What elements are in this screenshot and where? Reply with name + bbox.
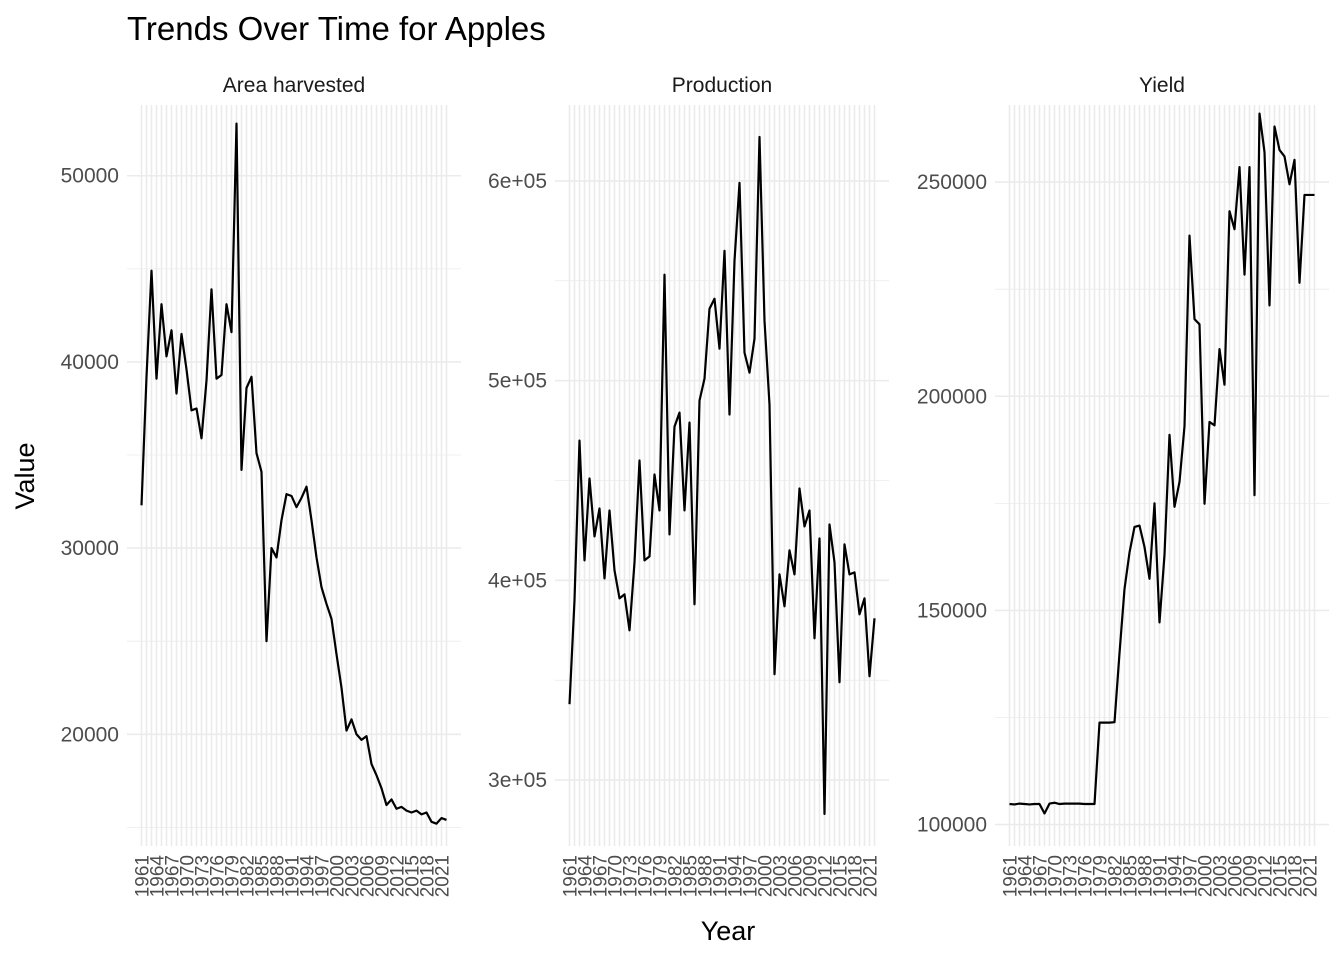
y-tick-label: 20000 — [61, 723, 119, 746]
x-tick-label: 1997 — [313, 855, 334, 897]
x-tick-label: 1976 — [1076, 855, 1097, 897]
facet-panel: 100000 150000 200000 250000 Yield 19611964196… — [917, 74, 1329, 897]
series-line — [140, 122, 447, 825]
x-tick-label: 1994 — [298, 855, 319, 898]
x-tick-label: 2000 — [756, 855, 777, 897]
y-tick-label: 4e+05 — [488, 569, 547, 592]
x-tick-label: 2012 — [816, 855, 837, 897]
x-tick-label: 2009 — [801, 855, 822, 897]
x-tick-label: 1988 — [268, 855, 289, 897]
x-tick-label: 1979 — [1091, 855, 1112, 897]
x-tick-label: 2003 — [771, 855, 792, 897]
x-tick-label: 2006 — [358, 855, 379, 897]
x-tick-label: 1964 — [576, 855, 597, 898]
x-tick-label: 2009 — [373, 855, 394, 897]
x-tick-label: 1967 — [1031, 855, 1052, 897]
x-tick-label: 2000 — [328, 855, 349, 897]
y-tick-label: 5e+05 — [488, 370, 547, 393]
x-tick-label: 2018 — [1286, 855, 1307, 897]
x-tick-label: 1961 — [561, 855, 582, 897]
x-tick-label: 1964 — [148, 855, 169, 898]
x-tick-label: 1967 — [163, 855, 184, 897]
x-tick-label: 2018 — [418, 855, 439, 897]
y-tick-label: 50000 — [61, 165, 119, 188]
x-tick-label: 1973 — [1061, 855, 1082, 897]
x-tick-label: 1994 — [726, 855, 747, 898]
x-tick-label: 2015 — [1271, 855, 1292, 897]
x-tick-label: 1964 — [1016, 855, 1037, 898]
y-tick-label: 250000 — [917, 171, 987, 194]
y-axis-title: Value — [10, 442, 40, 509]
x-tick-label: 2021 — [861, 855, 882, 897]
y-tick-label: 100000 — [917, 814, 987, 837]
facet-panel: 3e+054e+055e+056e+05Production1961196419… — [488, 74, 889, 897]
x-tick-label: 1985 — [253, 855, 274, 897]
x-tick-label: 2003 — [1211, 855, 1232, 897]
y-tick-label: 6e+05 — [488, 170, 547, 193]
x-tick-label: 1979 — [223, 855, 244, 897]
x-tick-label: 2006 — [786, 855, 807, 897]
series-line — [568, 135, 876, 816]
x-tick-label: 1961 — [1001, 855, 1022, 897]
x-tick-label: 2021 — [433, 855, 454, 897]
x-tick-label: 1970 — [1046, 855, 1067, 897]
x-tick-label: 1970 — [606, 855, 627, 897]
chart-title: Trends Over Time for Apples — [127, 10, 546, 47]
x-tick-label: 1961 — [133, 855, 154, 897]
x-tick-label: 1985 — [681, 855, 702, 897]
x-tick-label: 1970 — [178, 855, 199, 897]
x-tick-label: 1973 — [193, 855, 214, 897]
y-tick-label: 30000 — [61, 537, 119, 560]
x-tick-label: 1982 — [1106, 855, 1127, 897]
x-tick-label: 1997 — [741, 855, 762, 897]
x-tick-label: 2009 — [1241, 855, 1262, 897]
series-line — [1009, 112, 1315, 815]
x-tick-label: 1973 — [621, 855, 642, 897]
x-tick-label: 1979 — [651, 855, 672, 897]
x-tick-label: 1991 — [1151, 855, 1172, 897]
x-tick-label: 2015 — [831, 855, 852, 897]
x-tick-label: 1982 — [666, 855, 687, 897]
x-tick-label: 2015 — [403, 855, 424, 897]
x-tick-label: 1976 — [208, 855, 229, 897]
y-tick-label: 200000 — [917, 385, 987, 408]
x-tick-label: 2000 — [1196, 855, 1217, 897]
x-tick-label: 1985 — [1121, 855, 1142, 897]
x-tick-label: 2012 — [1256, 855, 1277, 897]
x-tick-label: 2018 — [846, 855, 867, 897]
y-tick-label: 3e+05 — [488, 769, 547, 792]
x-tick-label: 2021 — [1301, 855, 1322, 897]
x-tick-label: 1994 — [1166, 855, 1187, 898]
x-tick-label: 1991 — [711, 855, 732, 897]
facet-title: Yield — [1139, 74, 1185, 97]
x-tick-label: 1997 — [1181, 855, 1202, 897]
x-tick-label: 1988 — [696, 855, 717, 897]
x-tick-label: 2003 — [343, 855, 364, 897]
x-tick-label: 1982 — [238, 855, 259, 897]
x-axis-title: Year — [701, 916, 756, 946]
y-tick-label: 40000 — [61, 351, 119, 374]
x-tick-label: 2006 — [1226, 855, 1247, 897]
facet-title: Production — [672, 74, 772, 97]
y-tick-label: 150000 — [917, 599, 987, 622]
x-tick-label: 1976 — [636, 855, 657, 897]
x-tick-label: 1967 — [591, 855, 612, 897]
x-tick-label: 1991 — [283, 855, 304, 897]
facet-title: Area harvested — [223, 74, 365, 97]
x-tick-label: 2012 — [388, 855, 409, 897]
x-tick-label: 1988 — [1136, 855, 1157, 897]
